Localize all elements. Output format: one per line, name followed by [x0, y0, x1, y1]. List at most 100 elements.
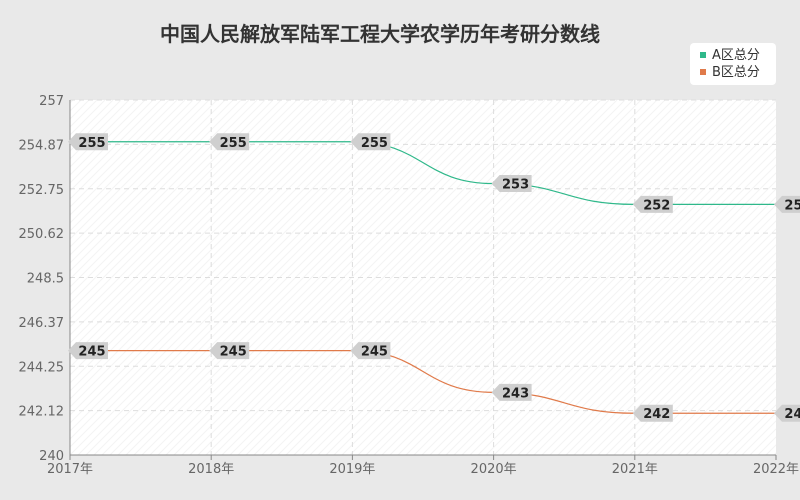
hatch-line	[629, 308, 776, 455]
hatch-line	[277, 100, 634, 455]
legend-label-b: B区总分	[712, 65, 760, 80]
hatch-line	[221, 100, 578, 455]
hatch-line	[645, 324, 776, 455]
hatch-line	[70, 100, 146, 176]
hatch-line	[70, 100, 186, 216]
x-tick-label: 2021年	[612, 462, 658, 477]
data-label: 253	[502, 178, 529, 193]
hatch-line	[413, 100, 770, 455]
hatch-line	[70, 100, 194, 224]
hatch-line	[70, 100, 138, 168]
hatch-line	[70, 100, 170, 200]
hatch-line	[70, 100, 210, 240]
hatch-line	[70, 100, 274, 304]
data-label-bg	[68, 342, 108, 360]
y-tick-label: 244.25	[19, 360, 65, 375]
hatch-line	[773, 452, 776, 455]
data-label-bg	[350, 133, 391, 151]
y-tick-label: 250.62	[19, 227, 65, 242]
hatch-line	[621, 300, 776, 455]
hatch-line	[269, 100, 626, 455]
chart-title: 中国人民解放军陆军工程大学农学历年考研分数线	[160, 22, 600, 46]
hatch-line	[70, 100, 234, 264]
hatch-line	[693, 372, 776, 455]
hatch-line	[782, 100, 800, 455]
data-label-bg	[632, 404, 673, 422]
hatch-line	[685, 364, 776, 455]
hatch-line	[70, 100, 346, 376]
hatch-line	[509, 188, 776, 455]
legend-item-b[interactable]: B区总分	[700, 65, 760, 81]
hatch-line	[70, 100, 338, 368]
data-label: 245	[361, 345, 388, 360]
data-label-bg	[209, 342, 250, 360]
data-label: 242	[643, 407, 670, 422]
y-tick-label: 240	[39, 449, 64, 464]
hatch-line	[70, 100, 226, 256]
hatch-line	[581, 260, 776, 455]
x-tick-label: 2020年	[471, 462, 517, 477]
hatch-line	[709, 388, 776, 455]
hatch-line	[677, 356, 776, 455]
x-tick-label: 2022年	[753, 462, 799, 477]
y-tick-label: 248.5	[27, 272, 64, 287]
hatch-line	[70, 100, 242, 272]
hatch-line	[493, 172, 776, 455]
hatch-line	[637, 316, 776, 455]
data-label-bg	[632, 195, 673, 213]
hatch-line	[485, 164, 776, 455]
hatch-line	[149, 100, 506, 455]
hatch-line	[197, 100, 554, 455]
data-label: 252	[784, 198, 800, 213]
hatch-line	[341, 100, 698, 455]
hatch-line	[661, 340, 776, 455]
y-tick-label: 257	[39, 94, 64, 109]
data-label-bg	[774, 404, 800, 422]
hatch-line	[357, 100, 714, 455]
data-label: 255	[220, 136, 247, 151]
y-tick-label: 252.75	[19, 183, 65, 198]
hatch-line	[70, 100, 162, 192]
hatch-line	[70, 100, 410, 440]
y-tick-label: 242.12	[19, 405, 65, 420]
hatch-line	[701, 380, 776, 455]
data-label: 255	[78, 136, 105, 151]
y-tick-label: 246.37	[19, 316, 65, 331]
legend-swatch-b	[700, 68, 706, 75]
hatch-line	[125, 100, 482, 455]
x-tick-label: 2018年	[188, 462, 234, 477]
hatch-line	[557, 236, 776, 455]
hatch-line	[653, 332, 776, 455]
hatch-line	[141, 100, 498, 455]
hatch-line	[133, 100, 490, 455]
data-label-bg	[350, 342, 391, 360]
legend-label-a: A区总分	[712, 48, 760, 63]
hatch-line	[213, 100, 570, 455]
hatch-line	[70, 100, 362, 392]
hatch-line	[565, 244, 776, 455]
hatch-line	[293, 100, 650, 455]
hatch-line	[70, 100, 218, 248]
hatch-line	[501, 180, 776, 455]
hatch-line	[70, 100, 282, 312]
x-tick-label: 2017年	[47, 462, 93, 477]
hatch-line	[429, 108, 776, 455]
data-label: 245	[78, 345, 105, 360]
data-label-bg	[774, 195, 800, 213]
legend-item-a[interactable]: A区总分	[700, 48, 760, 64]
hatch-line	[349, 100, 706, 455]
x-tick-label: 2019年	[329, 462, 375, 477]
data-label: 243	[502, 386, 529, 401]
data-label-bg	[491, 383, 532, 401]
hatch-line	[285, 100, 642, 455]
hatch-line	[205, 100, 562, 455]
data-label-bg	[491, 175, 532, 193]
hatch-line	[365, 100, 722, 455]
legend: A区总分 B区总分	[690, 43, 776, 85]
hatch-line	[77, 100, 434, 455]
data-label: 255	[361, 136, 388, 151]
hatch-line	[70, 100, 418, 448]
data-label: 242	[784, 407, 800, 422]
